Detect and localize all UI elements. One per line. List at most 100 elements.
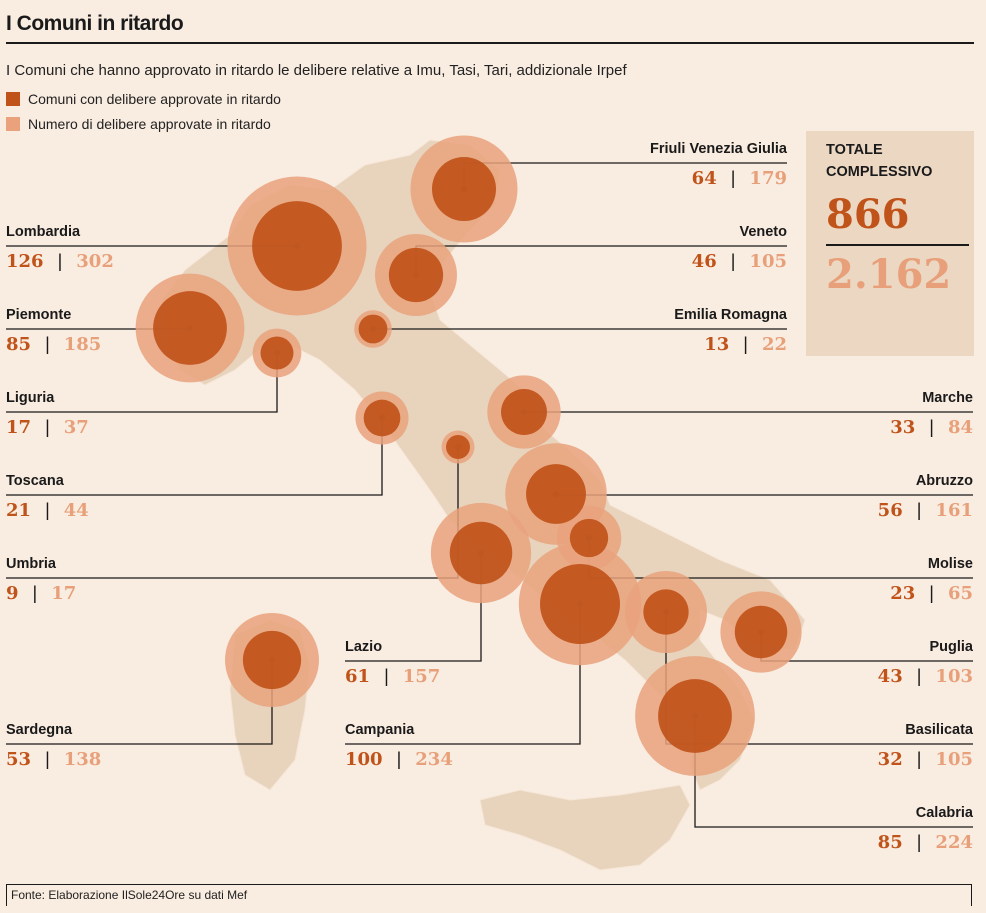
region-values: 64 | 179 [650, 168, 787, 189]
chart-title: I Comuni in ritardo [6, 12, 184, 35]
region-name: Sardegna [6, 722, 73, 738]
total-label-line1: TOTALE [826, 142, 883, 158]
region-name: Toscana [6, 473, 64, 489]
value-separator: | [929, 417, 934, 437]
region-name: Basilicata [905, 722, 973, 738]
bubble-comuni-molise [569, 518, 609, 558]
total-comuni: 866 [826, 191, 910, 238]
value-separator: | [32, 583, 38, 603]
region-comuni-value: 32 [877, 749, 903, 770]
region-values: 13 | 22 [674, 334, 787, 355]
region-delibere-value: 22 [761, 334, 787, 355]
value-separator: | [916, 832, 922, 852]
region-values: 85 | 224 [878, 832, 973, 853]
region-label-puglia: Puglia 43 | 103 [878, 639, 973, 687]
region-delibere-value: 105 [935, 749, 973, 770]
value-separator: | [916, 749, 922, 769]
region-delibere-value: 105 [749, 251, 787, 272]
source-note: Fonte: Elaborazione IlSole24Ore su dati … [6, 884, 972, 906]
region-name: Puglia [929, 639, 973, 655]
legend-swatch-comuni [6, 92, 20, 106]
bubble-comuni-puglia [734, 605, 788, 659]
region-label-molise: Molise 23 | 65 [890, 556, 973, 604]
region-label-emilia-romagna: Emilia Romagna 13 | 22 [674, 307, 787, 355]
region-label-basilicata: Basilicata 32 | 105 [878, 722, 973, 770]
bubble-comuni-friuli-venezia-giulia [432, 157, 496, 221]
region-delibere-value: 157 [402, 666, 441, 687]
region-label-piemonte: Piemonte 85 | 185 [6, 307, 101, 355]
region-name: Molise [927, 556, 973, 572]
region-delibere-value: 185 [63, 334, 102, 355]
region-delibere-value: 84 [947, 417, 973, 438]
legend-label-comuni: Comuni con delibere approvate in ritardo [28, 91, 281, 107]
region-comuni-value: 61 [345, 666, 371, 687]
region-label-abruzzo: Abruzzo 56 | 161 [878, 473, 973, 521]
region-values: 126 | 302 [6, 251, 114, 272]
region-name: Veneto [739, 224, 787, 240]
value-separator: | [743, 334, 748, 354]
region-comuni-value: 100 [345, 749, 383, 770]
region-label-marche: Marche 33 | 84 [890, 390, 973, 438]
region-delibere-value: 179 [749, 168, 787, 189]
value-separator: | [45, 749, 50, 769]
region-comuni-value: 56 [877, 500, 903, 521]
region-comuni-value: 46 [691, 251, 717, 272]
total-rule [826, 244, 969, 246]
region-delibere-value: 44 [63, 500, 89, 521]
region-delibere-value: 161 [935, 500, 973, 521]
value-separator: | [730, 251, 736, 271]
region-values: 43 | 103 [878, 666, 973, 687]
region-name: Piemonte [6, 307, 72, 323]
region-comuni-value: 13 [704, 334, 730, 355]
region-comuni-value: 64 [691, 168, 717, 189]
region-name: Friuli Venezia Giulia [650, 141, 787, 157]
region-label-lombardia: Lombardia 126 | 302 [6, 224, 114, 272]
chart-subtitle: I Comuni che hanno approvato in ritardo … [6, 62, 627, 79]
region-label-veneto: Veneto 46 | 105 [692, 224, 787, 272]
region-values: 32 | 105 [878, 749, 973, 770]
bubble-comuni-liguria [260, 336, 294, 370]
region-label-calabria: Calabria 85 | 224 [878, 805, 973, 853]
region-delibere-value: 37 [63, 417, 89, 438]
value-separator: | [929, 583, 934, 603]
bubble-comuni-piemonte [153, 291, 227, 365]
total-delibere: 2.162 [826, 251, 952, 298]
value-separator: | [730, 168, 736, 188]
region-label-campania: Campania 100 | 234 [345, 722, 453, 770]
region-comuni-value: 17 [6, 417, 32, 438]
value-separator: | [57, 251, 63, 271]
region-comuni-value: 85 [6, 334, 32, 355]
bubble-comuni-lombardia [252, 201, 342, 291]
region-values: 56 | 161 [878, 500, 973, 521]
region-comuni-value: 21 [6, 500, 32, 521]
bubble-comuni-marche [501, 389, 547, 435]
value-separator: | [916, 666, 922, 686]
region-values: 23 | 65 [890, 583, 973, 604]
value-separator: | [45, 417, 50, 437]
value-separator: | [384, 666, 389, 686]
region-delibere-value: 224 [935, 832, 973, 853]
region-delibere-value: 17 [51, 583, 77, 604]
bubble-comuni-toscana [363, 399, 401, 437]
bubble-comuni-umbria [446, 435, 470, 459]
bubble-comuni-campania [540, 564, 620, 644]
legend-item-comuni: Comuni con delibere approvate in ritardo [6, 91, 281, 107]
region-name: Campania [345, 722, 415, 738]
region-label-liguria: Liguria 17 | 37 [6, 390, 89, 438]
value-separator: | [45, 500, 50, 520]
region-delibere-value: 302 [76, 251, 114, 272]
value-separator: | [396, 749, 402, 769]
region-values: 33 | 84 [890, 417, 973, 438]
region-comuni-value: 9 [6, 583, 19, 604]
bubble-comuni-lazio [449, 521, 513, 585]
region-values: 9 | 17 [6, 583, 76, 604]
value-separator: | [916, 500, 922, 520]
legend-label-delibere: Numero di delibere approvate in ritardo [28, 116, 271, 132]
total-label-line2: COMPLESSIVO [826, 164, 933, 180]
region-values: 85 | 185 [6, 334, 101, 355]
region-values: 17 | 37 [6, 417, 89, 438]
region-label-umbria: Umbria 9 | 17 [6, 556, 76, 604]
region-delibere-value: 65 [947, 583, 973, 604]
region-name: Marche [922, 390, 973, 406]
